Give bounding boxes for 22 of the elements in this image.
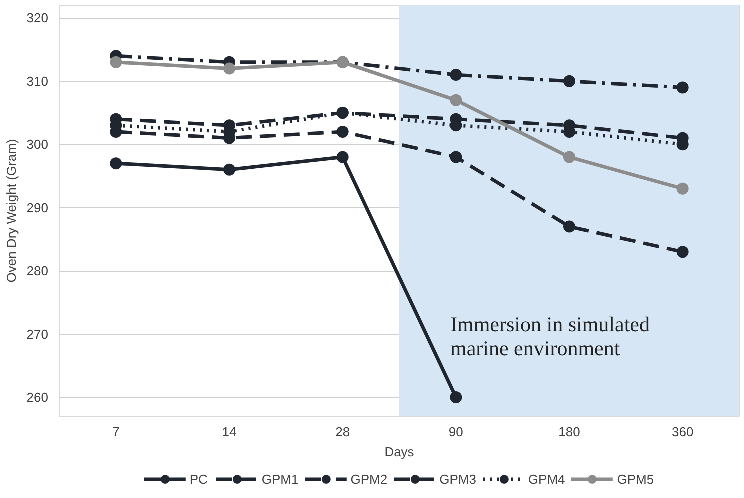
y-tick-label: 270 xyxy=(26,326,49,342)
y-tick-label: 320 xyxy=(26,10,49,26)
x-tick-label: 90 xyxy=(448,424,464,440)
band-label: Immersion in simulated marine environment xyxy=(450,312,650,360)
y-tick-label: 280 xyxy=(26,264,49,279)
legend-label: GPM3 xyxy=(440,472,476,486)
legend-label: GPM1 xyxy=(262,472,299,486)
x-tick-label: 180 xyxy=(558,424,580,440)
legend-label: PC xyxy=(190,472,209,486)
x-tick-label: 28 xyxy=(336,424,350,440)
y-tick-label: 290 xyxy=(26,200,49,216)
legend-label: GPM4 xyxy=(528,472,566,486)
x-tick-label: 360 xyxy=(672,424,694,440)
x-axis-title: Days xyxy=(384,444,415,460)
y-tick-label: 300 xyxy=(26,137,49,152)
x-tick-label: 7 xyxy=(112,424,120,440)
legend-label: GPM5 xyxy=(617,472,654,486)
legend-label: GPM2 xyxy=(350,472,388,486)
y-axis-title: Oven Dry Weight (Gram) xyxy=(4,139,19,283)
x-tick-label: 14 xyxy=(222,424,237,440)
y-tick-label: 260 xyxy=(26,390,49,406)
y-tick-label: 310 xyxy=(26,74,49,89)
